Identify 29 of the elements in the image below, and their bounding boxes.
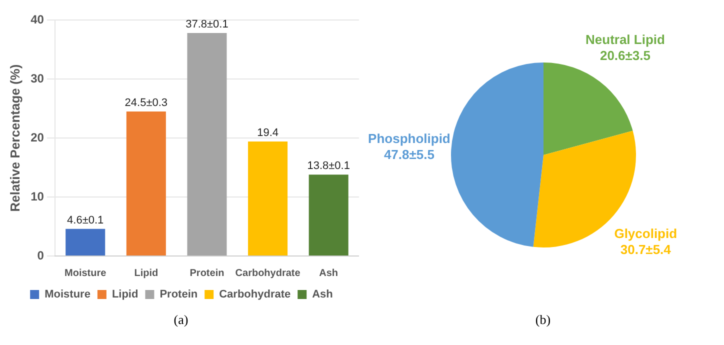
legend-label: Protein: [159, 288, 198, 301]
slice-label: Phospholipid: [368, 131, 450, 146]
data-label: 47.8±5.5: [383, 147, 434, 162]
text: (a): [174, 312, 188, 328]
y-tick-label: 30: [30, 71, 44, 86]
x-tick-label: Moisture: [64, 268, 106, 279]
data-label: 24.5±0.3: [124, 96, 168, 109]
y-tick-label: 0: [36, 248, 44, 262]
legend-label: Lipid: [111, 288, 138, 301]
data-label: 4.6±0.1: [66, 214, 104, 226]
x-tick-label: Carbohydrate: [234, 268, 300, 279]
data-label: 19.4: [256, 127, 278, 140]
slice-label: Neutral Lipid: [584, 32, 665, 47]
slice-label: Glycolipid: [614, 226, 677, 242]
data-label: 20.6±3.5: [599, 48, 650, 63]
x-tick-label: Ash: [318, 268, 338, 279]
data-label: 13.8±0.1: [306, 160, 350, 172]
y-tick-label: 20: [30, 130, 44, 144]
data-label: 37.8±0.1: [185, 18, 228, 31]
y-tick-label: 10: [30, 189, 44, 204]
data-label: 30.7±5.4: [620, 242, 672, 258]
x-tick-label: Protein: [189, 268, 224, 279]
y-tick-label: 40: [30, 12, 44, 26]
legend-label: Ash: [312, 288, 333, 301]
x-tick-label: Lipid: [134, 268, 158, 279]
y-axis-title: Relative Percentage (%): [6, 64, 22, 212]
text: (b): [535, 312, 551, 328]
legend-label: Moisture: [44, 288, 90, 301]
legend-label: Carbohydrate: [218, 288, 290, 301]
